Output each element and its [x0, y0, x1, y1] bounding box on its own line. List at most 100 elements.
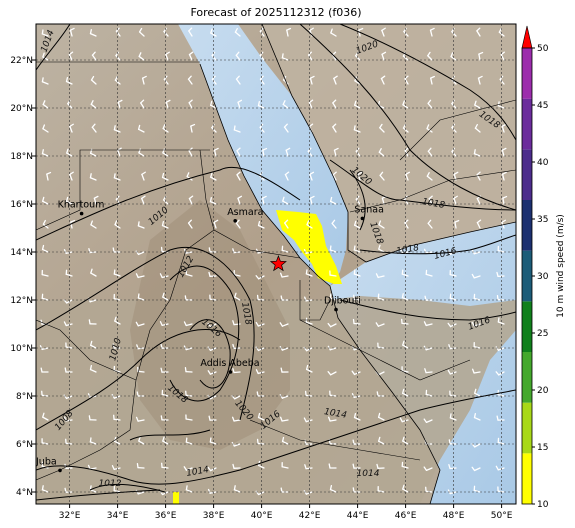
- y-tick-label: 8°N: [16, 392, 33, 402]
- wind-barb: [160, 367, 169, 373]
- wind-barb: [426, 172, 433, 181]
- wind-barb: [402, 436, 409, 445]
- colorbar-segment: [522, 250, 532, 302]
- wind-barb: [41, 293, 49, 301]
- wind-barb: [351, 370, 361, 376]
- wind-barb: [231, 416, 241, 422]
- city-dot: [233, 219, 237, 223]
- wind-barb: [402, 123, 409, 133]
- wind-barb: [502, 195, 508, 205]
- wind-barb: [501, 147, 507, 157]
- wind-barb: [405, 171, 411, 181]
- wind-barb: [329, 245, 337, 253]
- wind-barb: [235, 51, 241, 61]
- wind-barb: [332, 99, 337, 109]
- wind-barb: [284, 219, 289, 229]
- wind-barb: [111, 394, 121, 399]
- city-dot: [360, 216, 365, 221]
- wind-barb: [89, 365, 97, 373]
- wind-barb: [188, 51, 194, 61]
- wind-barb: [282, 100, 289, 109]
- wind-barb: [235, 75, 241, 85]
- wind-barb: [135, 416, 145, 422]
- wind-barb: [306, 220, 313, 229]
- wind-barb: [378, 220, 385, 229]
- wind-barb: [135, 321, 145, 327]
- wind-barb: [41, 29, 49, 37]
- wind-barb: [304, 464, 313, 470]
- wind-barb: [427, 51, 433, 61]
- wind-barb: [42, 100, 49, 109]
- wind-barb: [184, 367, 193, 373]
- wind-barb: [471, 321, 481, 327]
- colorbar-extend-arrow: [521, 25, 533, 49]
- wind-barb: [449, 269, 457, 277]
- wind-barb: [401, 388, 409, 397]
- wind-barb: [449, 293, 457, 301]
- wind-barb: [160, 415, 169, 421]
- wind-barb: [471, 443, 481, 448]
- wind-barb: [305, 364, 313, 373]
- wind-barb: [357, 171, 363, 181]
- wind-barb: [69, 123, 74, 133]
- wind-barb: [496, 271, 505, 278]
- wind-barb: [327, 371, 337, 376]
- wind-barb: [330, 28, 337, 37]
- wind-barb: [162, 124, 169, 133]
- wind-barb: [423, 466, 433, 472]
- wind-barb: [135, 250, 145, 256]
- wind-barb: [425, 269, 433, 277]
- colorbar: 10 15 20 25 30 35 40 45 50 10 m wind speed (m/s): [521, 25, 566, 510]
- colorbar-tick-label: 30: [537, 272, 549, 282]
- wind-barb: [327, 322, 337, 328]
- map-title: Forecast of 2025112312 (f036): [190, 6, 362, 19]
- wind-barb: [501, 171, 507, 181]
- wind-barb: [423, 418, 433, 424]
- wind-barb: [209, 197, 217, 205]
- isobar-label: 1014: [357, 469, 380, 479]
- wind-barb: [209, 294, 217, 301]
- y-tick-label: 22°N: [10, 56, 33, 66]
- wind-barb: [450, 52, 457, 61]
- wind-barb: [89, 437, 97, 445]
- colorbar-segment: [522, 149, 532, 200]
- wind-barb: [497, 245, 505, 253]
- wind-barb: [111, 465, 121, 470]
- wind-barb: [377, 486, 385, 493]
- wind-barb: [113, 293, 121, 301]
- colorbar-segment: [522, 301, 532, 352]
- wind-barb: [141, 195, 146, 205]
- colorbar-tick-label: 20: [537, 386, 549, 396]
- wind-barb: [329, 484, 337, 493]
- wind-barb: [46, 171, 52, 181]
- wind-barb: [399, 417, 409, 423]
- wind-barb: [188, 195, 194, 205]
- wind-barb: [352, 463, 361, 469]
- x-tick-label: 34°E: [107, 511, 129, 521]
- wind-barb: [402, 51, 409, 61]
- wind-barb: [113, 125, 121, 133]
- y-tick-label: 10°N: [10, 344, 33, 354]
- wind-barb: [137, 366, 145, 373]
- y-tick-label: 16°N: [10, 200, 33, 210]
- map-canvas: 1014 102010181020101810161018101810101012…: [36, 24, 516, 504]
- wind-barb: [41, 149, 49, 157]
- wind-barb: [41, 269, 49, 277]
- wind-barb: [279, 272, 289, 278]
- arabian-coast: [262, 24, 516, 262]
- wind-barb: [430, 75, 435, 85]
- colorbar-tick-label: 10: [537, 500, 549, 510]
- wind-barb: [114, 316, 121, 325]
- wind-barb: [233, 269, 241, 277]
- wind-barb: [473, 149, 481, 157]
- wind-barb: [257, 412, 265, 421]
- wind-barb: [65, 269, 73, 277]
- colorbar-label: 10 m wind speed (m/s): [556, 214, 566, 318]
- wind-barb: [188, 147, 193, 157]
- wind-barb: [351, 393, 361, 399]
- x-tick-label: 32°E: [59, 511, 81, 521]
- wind-barb: [329, 390, 337, 397]
- colorbar-segment: [522, 352, 532, 403]
- wind-speed-shading-small: [173, 492, 179, 504]
- wind-barb: [501, 123, 507, 133]
